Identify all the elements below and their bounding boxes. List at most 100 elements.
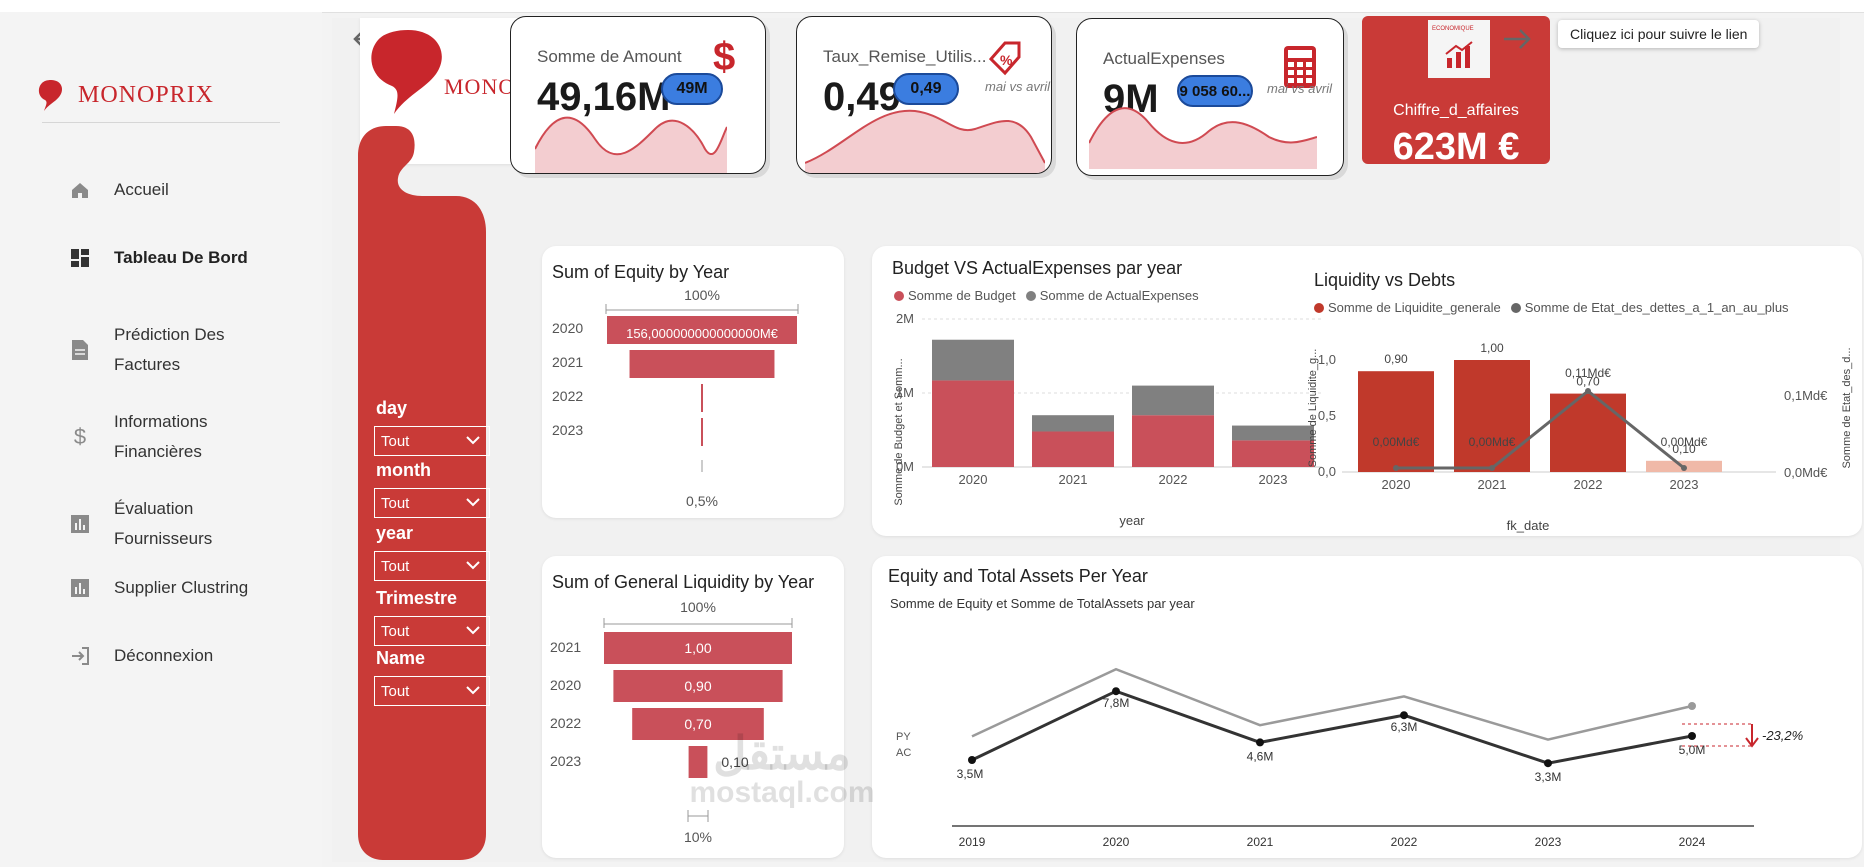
kpi-value: 0,49 bbox=[823, 75, 901, 119]
x-axis-label: year bbox=[1119, 513, 1145, 528]
kpi-comparison: mai vs avril bbox=[985, 79, 1051, 94]
sidebar-item-label: Évaluation Fournisseurs bbox=[114, 499, 213, 548]
slicer-dropdown-year[interactable]: Tout bbox=[374, 551, 490, 581]
x-tick: 2024 bbox=[1679, 835, 1706, 849]
chart-title: Liquidity vs Debts bbox=[1314, 270, 1456, 290]
liquidity-bar bbox=[1550, 393, 1626, 472]
funnel-category: 2021 bbox=[552, 354, 583, 370]
logout-icon bbox=[66, 642, 94, 670]
monoprix-logo-icon bbox=[38, 80, 63, 111]
chevron-down-icon bbox=[466, 686, 480, 695]
calculator-icon bbox=[1284, 46, 1316, 88]
budget-bar bbox=[1232, 440, 1314, 467]
chevron-down-icon bbox=[466, 498, 480, 507]
kpi-value: 49,16M bbox=[537, 75, 671, 119]
funnel-top-label: 100% bbox=[684, 287, 720, 303]
x-tick: 2020 bbox=[1382, 477, 1411, 492]
kpi-sparkline bbox=[535, 116, 727, 173]
ac-data-label: 4,6M bbox=[1247, 749, 1274, 763]
slicer-value: Tout bbox=[381, 683, 410, 700]
funnel-bar-label: 0,90 bbox=[684, 678, 711, 694]
revenue-badge-text: ECONOMIQUE bbox=[1432, 26, 1474, 32]
x-tick: 2023 bbox=[1535, 835, 1562, 849]
funnel-bar-label: 0,10 bbox=[721, 754, 748, 770]
chart-title: Sum of Equity by Year bbox=[552, 262, 730, 282]
report-canvas: MONOPRIX day Tout month Tout year Tout Trimest… bbox=[332, 16, 1862, 862]
kpi-card-discount[interactable]: Taux_Remise_Utilis... 0,49 0,49 % mai vs… bbox=[796, 16, 1052, 174]
bar-chart-icon bbox=[66, 574, 94, 602]
y-tick: 1,0 bbox=[1318, 352, 1336, 367]
funnel-bar bbox=[604, 632, 792, 664]
sidebar-item-label: Accueil bbox=[114, 180, 169, 199]
chart-legend: Somme de Budget Somme de ActualExpenses bbox=[894, 288, 1199, 303]
monoprix-logo[interactable]: MONOPRIX bbox=[36, 78, 214, 112]
funnel-category: 2021 bbox=[550, 639, 581, 655]
sidebar-item--valuation-fournisseurs[interactable]: Évaluation Fournisseurs bbox=[66, 494, 264, 554]
y-tick: 2M bbox=[896, 311, 914, 326]
slicer-label: month bbox=[376, 460, 431, 480]
sidebar-item-informations-financi-res[interactable]: $ Informations Financières bbox=[66, 407, 264, 467]
funnel-category: 2020 bbox=[552, 320, 583, 336]
x-tick: 2020 bbox=[959, 472, 988, 487]
debts-point bbox=[1393, 465, 1399, 471]
dashboard-icon bbox=[66, 244, 94, 272]
bar-data-label: 0,90 bbox=[1384, 352, 1408, 366]
document-icon bbox=[66, 336, 94, 364]
slicer-label: Name bbox=[376, 648, 426, 668]
delta-label: -23,2% bbox=[1762, 728, 1803, 743]
budget-bar bbox=[932, 380, 1014, 467]
slicer-dropdown-name[interactable]: Tout bbox=[374, 676, 490, 706]
slicer-value: Tout bbox=[381, 495, 410, 512]
sidebar-item-label: Déconnexion bbox=[114, 646, 214, 665]
legend-item: Somme de Liquidite_generale bbox=[1314, 300, 1501, 315]
ac-data-label: 3,3M bbox=[1535, 770, 1562, 784]
liquidity-bar bbox=[1454, 360, 1530, 472]
sidebar-item-label: Tableau De Bord bbox=[114, 248, 248, 267]
line-data-label: 0,00Md€ bbox=[1661, 435, 1708, 449]
slicer-dropdown-day[interactable]: Tout bbox=[374, 426, 490, 456]
chart-title: Budget VS ActualExpenses par year bbox=[892, 258, 1183, 278]
watermark: مستقل mostaql.com bbox=[682, 730, 882, 810]
slicer-dropdown-trimestre[interactable]: Tout bbox=[374, 616, 490, 646]
funnel-bar bbox=[629, 350, 775, 378]
actual-expenses-bar bbox=[1132, 385, 1214, 416]
sidebar-item-accueil[interactable]: Accueil bbox=[66, 175, 264, 205]
revenue-card[interactable]: ECONOMIQUE Chiffre_d_affaires 623M € bbox=[1362, 16, 1550, 168]
slicer-label: day bbox=[376, 398, 408, 418]
x-axis-label: fk_date bbox=[1507, 518, 1550, 533]
ac-data-label: 3,5M bbox=[957, 767, 984, 781]
sidebar-item-supplier-clustring[interactable]: Supplier Clustring bbox=[66, 573, 264, 603]
budget-liquidity-card[interactable]: Budget VS ActualExpenses par year Somme … bbox=[872, 246, 1862, 536]
sidebar-item-tableau-de-bord[interactable]: Tableau De Bord bbox=[66, 243, 264, 273]
revenue-value: 623M € bbox=[1392, 126, 1520, 168]
funnel-bar bbox=[701, 418, 703, 446]
kpi-card-expenses[interactable]: ActualExpenses 9M 9 058 60... mai vs avr… bbox=[1076, 18, 1344, 176]
legend-item: Somme de Etat_des_dettes_a_1_an_au_plus bbox=[1510, 300, 1789, 315]
slicer-label: Trimestre bbox=[376, 588, 458, 608]
dollar-icon: $ bbox=[713, 35, 736, 79]
y-tick: 1M bbox=[896, 385, 914, 400]
x-tick: 2023 bbox=[1259, 472, 1288, 487]
kpi-pill: 9 058 60... bbox=[1177, 75, 1253, 107]
home-icon bbox=[66, 176, 94, 204]
line-data-label: 0,00Md€ bbox=[1373, 435, 1420, 449]
equity-funnel-card[interactable]: Sum of Equity by Year 100% 2020 2021 2022 2… bbox=[542, 246, 844, 518]
sidebar-item-label: Prédiction Des Factures bbox=[114, 325, 225, 374]
bar-chart-icon bbox=[66, 510, 94, 538]
slicer-value: Tout bbox=[381, 558, 410, 575]
liquidity-combo-chart: Somme de Liquidite_g... Somme de Etat_de… bbox=[1307, 341, 1853, 533]
sidebar-item-pr-diction-des-factures[interactable]: Prédiction Des Factures bbox=[66, 320, 264, 380]
liquidity-funnel-card[interactable]: Sum of General Liquidity by Year 100% 20… bbox=[542, 556, 844, 858]
kpi-title: ActualExpenses bbox=[1103, 49, 1225, 68]
equity-assets-card[interactable]: Equity and Total Assets Per Year Somme d… bbox=[872, 556, 1862, 858]
kpi-sparkline bbox=[1089, 107, 1317, 169]
kpi-card-amount[interactable]: Somme de Amount 49,16M 49M $ bbox=[510, 16, 766, 174]
funnel-category: 2020 bbox=[550, 677, 581, 693]
sidebar-item-d-connexion[interactable]: Déconnexion bbox=[66, 641, 264, 671]
forward-arrow-icon[interactable] bbox=[1500, 24, 1536, 54]
revenue-label: Chiffre_d_affaires bbox=[1393, 102, 1519, 119]
slicer-dropdown-month[interactable]: Tout bbox=[374, 488, 490, 518]
ac-point bbox=[1400, 711, 1408, 720]
y2-tick: 0,1Md€ bbox=[1784, 388, 1828, 403]
chart-legend: Somme de Liquidite_generale Somme de Eta… bbox=[1314, 300, 1789, 315]
